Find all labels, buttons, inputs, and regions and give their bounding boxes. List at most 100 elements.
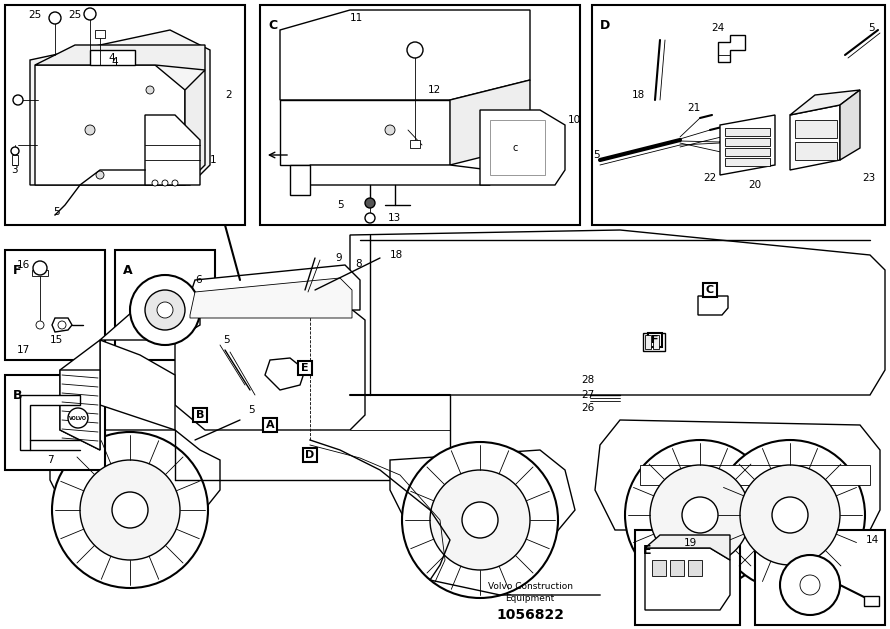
- Bar: [643, 333, 665, 351]
- Text: 19: 19: [684, 538, 697, 548]
- Text: 28: 28: [582, 375, 595, 385]
- Circle shape: [68, 408, 88, 428]
- Bar: [410, 140, 420, 148]
- Text: 26: 26: [582, 403, 595, 413]
- Text: A: A: [266, 420, 274, 430]
- Circle shape: [11, 147, 19, 155]
- Text: 11: 11: [350, 13, 363, 23]
- Circle shape: [462, 502, 498, 538]
- Text: 5: 5: [223, 335, 230, 345]
- Polygon shape: [280, 100, 450, 165]
- Bar: [645, 335, 651, 349]
- Text: 4: 4: [111, 57, 118, 67]
- Polygon shape: [60, 340, 100, 450]
- Circle shape: [172, 180, 178, 186]
- Circle shape: [650, 465, 750, 565]
- Text: 23: 23: [862, 173, 875, 183]
- Polygon shape: [185, 265, 360, 310]
- Text: A: A: [123, 264, 133, 277]
- Bar: [795, 142, 837, 160]
- Bar: [703, 283, 717, 297]
- Circle shape: [145, 290, 185, 330]
- Circle shape: [85, 125, 95, 135]
- Circle shape: [58, 321, 66, 329]
- Text: 7: 7: [46, 455, 53, 465]
- Bar: [688, 560, 702, 576]
- Circle shape: [625, 440, 775, 590]
- Text: 17: 17: [17, 345, 30, 355]
- Circle shape: [146, 86, 154, 94]
- Circle shape: [157, 302, 173, 318]
- Polygon shape: [50, 430, 220, 530]
- Bar: [725, 148, 770, 156]
- Polygon shape: [720, 115, 775, 175]
- Polygon shape: [450, 80, 530, 165]
- Bar: [263, 418, 277, 432]
- Bar: [795, 120, 837, 138]
- Bar: [32, 270, 48, 276]
- Polygon shape: [290, 165, 310, 195]
- Text: E: E: [301, 363, 309, 373]
- Text: 5: 5: [53, 207, 60, 217]
- Text: 2: 2: [225, 90, 231, 100]
- Bar: [670, 560, 684, 576]
- Polygon shape: [190, 278, 352, 318]
- Text: F: F: [651, 335, 659, 345]
- Polygon shape: [350, 230, 885, 395]
- Bar: [653, 335, 659, 349]
- Text: c: c: [513, 143, 518, 153]
- Text: 20: 20: [748, 180, 762, 190]
- Text: E: E: [643, 544, 651, 557]
- Text: 5: 5: [336, 200, 344, 210]
- Polygon shape: [145, 115, 200, 185]
- Text: 18: 18: [632, 90, 645, 100]
- Text: 8: 8: [355, 259, 361, 269]
- Bar: [755, 530, 885, 625]
- Polygon shape: [35, 65, 185, 185]
- Circle shape: [780, 555, 840, 615]
- Polygon shape: [30, 30, 210, 185]
- Circle shape: [715, 440, 865, 590]
- Text: 1: 1: [210, 155, 216, 165]
- Text: 16: 16: [17, 260, 30, 270]
- Text: 21: 21: [687, 103, 700, 113]
- Polygon shape: [698, 296, 728, 315]
- Text: B: B: [13, 389, 22, 402]
- Polygon shape: [280, 10, 530, 100]
- Text: Equipment: Equipment: [506, 594, 554, 603]
- Bar: [12, 155, 18, 165]
- Text: F: F: [13, 264, 21, 277]
- Circle shape: [162, 180, 168, 186]
- Circle shape: [402, 442, 558, 598]
- Polygon shape: [60, 370, 100, 450]
- Polygon shape: [100, 300, 200, 340]
- Bar: [260, 5, 580, 225]
- Polygon shape: [185, 70, 205, 185]
- Polygon shape: [310, 165, 490, 185]
- Text: B: B: [196, 410, 204, 420]
- Text: 5: 5: [594, 150, 600, 160]
- Circle shape: [49, 12, 61, 24]
- Circle shape: [112, 492, 148, 528]
- Text: 14: 14: [865, 535, 878, 545]
- Polygon shape: [595, 420, 880, 530]
- Circle shape: [36, 321, 44, 329]
- Circle shape: [80, 460, 180, 560]
- Polygon shape: [840, 90, 860, 160]
- Text: C: C: [706, 285, 714, 295]
- Text: 27: 27: [582, 390, 595, 400]
- Polygon shape: [718, 35, 745, 62]
- Text: 22: 22: [703, 173, 716, 183]
- Circle shape: [772, 497, 808, 533]
- Text: 3: 3: [12, 165, 18, 175]
- Circle shape: [152, 180, 158, 186]
- Polygon shape: [490, 120, 545, 175]
- Circle shape: [385, 125, 395, 135]
- Circle shape: [365, 213, 375, 223]
- Bar: [725, 138, 770, 146]
- Text: 12: 12: [428, 85, 441, 95]
- Bar: [864, 596, 879, 606]
- Text: 5: 5: [248, 405, 255, 415]
- Text: D: D: [305, 450, 315, 460]
- Text: 13: 13: [388, 213, 401, 223]
